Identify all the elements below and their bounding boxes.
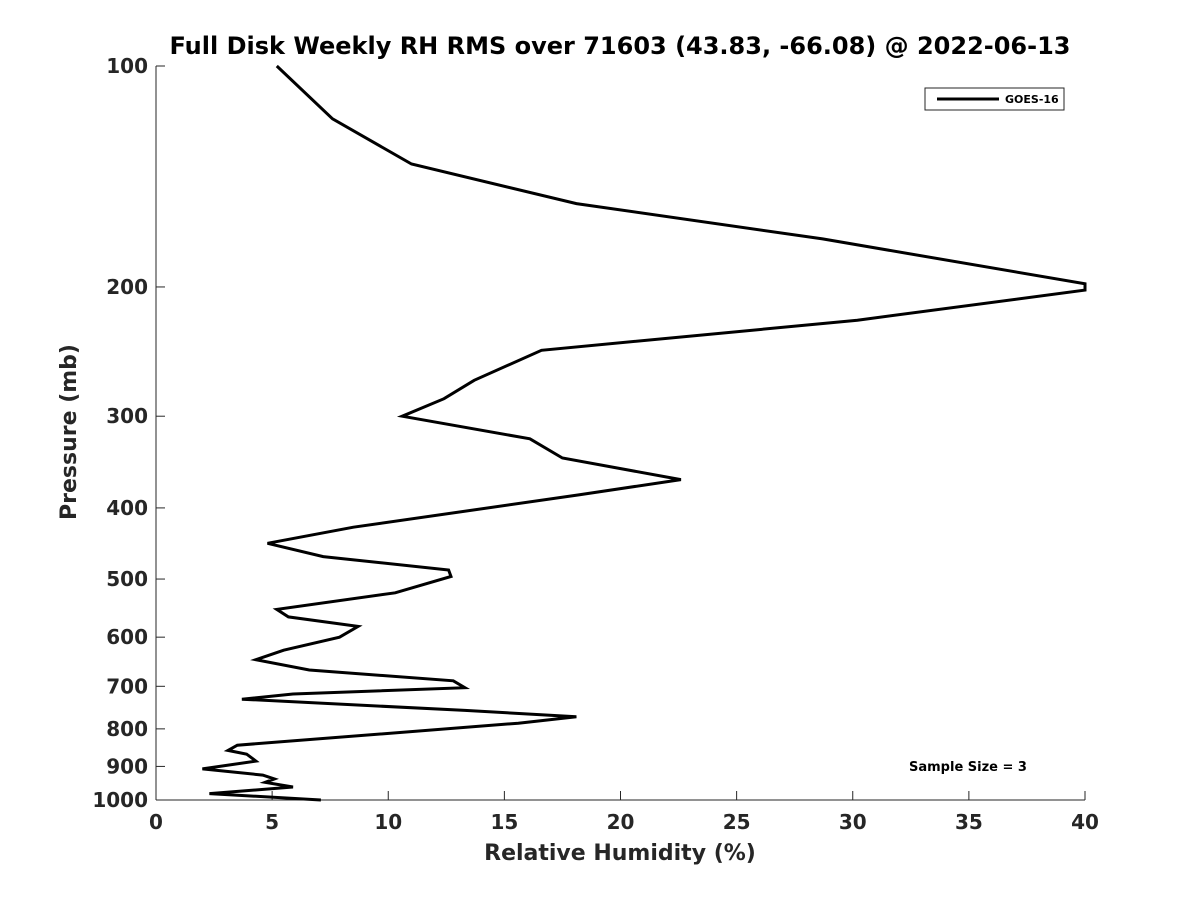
x-tick-label-20: 20: [607, 810, 635, 834]
x-tick-label-10: 10: [374, 810, 402, 834]
x-tick-label-35: 35: [955, 810, 983, 834]
x-axis-label: Relative Humidity (%): [484, 841, 756, 866]
y-tick-label-300: 300: [106, 404, 148, 428]
x-tick-label-15: 15: [490, 810, 518, 834]
y-tick-label-400: 400: [106, 496, 148, 520]
legend-label-goes-16: GOES-16: [1005, 93, 1059, 106]
x-tick-label-30: 30: [839, 810, 867, 834]
x-tick-label-25: 25: [723, 810, 751, 834]
series-line-goes-16: [202, 64, 1087, 802]
x-tick-label-0: 0: [149, 810, 163, 834]
x-tick-label-40: 40: [1071, 810, 1099, 834]
y-tick-label-500: 500: [106, 567, 148, 591]
chart-title: Full Disk Weekly RH RMS over 71603 (43.8…: [169, 32, 1070, 60]
sample-size-annotation: Sample Size = 3: [909, 760, 1027, 775]
y-tick-label-700: 700: [106, 674, 148, 698]
y-axis-label: Pressure (mb): [57, 344, 82, 520]
y-tick-label-1000: 1000: [92, 788, 148, 812]
series-layer: [202, 64, 1087, 802]
y-tick-label-100: 100: [106, 54, 148, 78]
y-tick-label-800: 800: [106, 717, 148, 741]
y-tick-label-200: 200: [106, 275, 148, 299]
y-tick-label-600: 600: [106, 625, 148, 649]
plot-area: 0 5 10 15 20 25 30 35 40 100 200 300 400 500 600 700 80…: [92, 54, 1099, 834]
x-tick-label-5: 5: [265, 810, 279, 834]
x-axis-ticks: 0 5 10 15 20 25 30 35 40: [149, 791, 1099, 834]
y-tick-label-900: 900: [106, 754, 148, 778]
legend: GOES-16: [924, 87, 1065, 111]
y-axis-ticks: 100 200 300 400 500 600 700 800 900 1000: [92, 54, 165, 812]
